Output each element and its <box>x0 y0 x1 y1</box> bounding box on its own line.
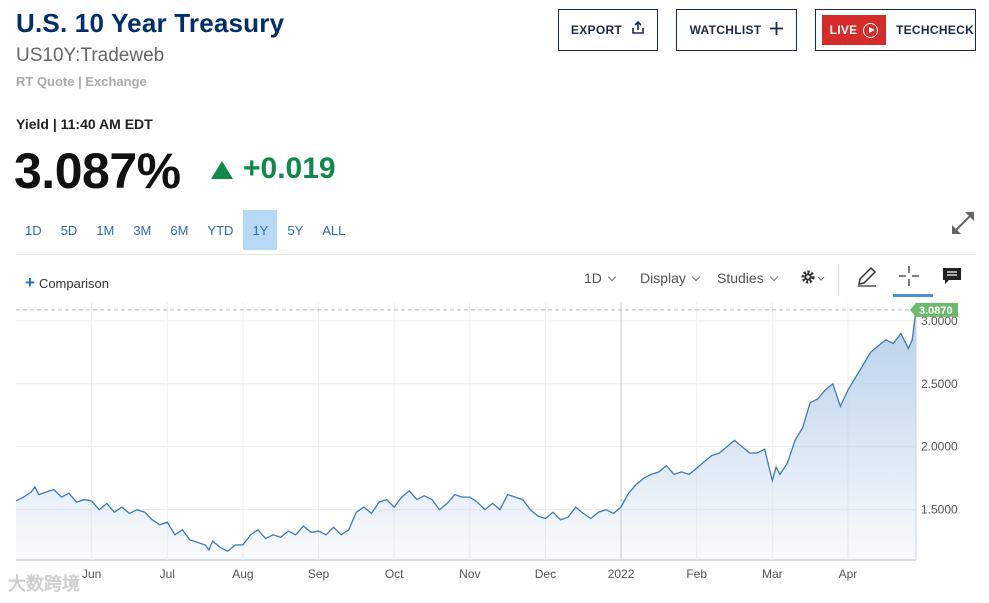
page-title: U.S. 10 Year Treasury <box>16 8 285 38</box>
x-tick-label: Jul <box>160 567 175 581</box>
live-label: LIVE <box>829 23 858 37</box>
x-tick-label: Apr <box>839 567 858 581</box>
range-selector: 1D 5D 1M 3M 6M YTD 1Y 5Y ALL <box>16 210 355 250</box>
range-all[interactable]: ALL <box>322 222 346 238</box>
gear-icon[interactable] <box>799 267 825 293</box>
y-tick-label: 2.0000 <box>921 440 958 454</box>
x-tick-label: Jun <box>82 567 101 581</box>
range-1d[interactable]: 1D <box>25 222 42 238</box>
range-5y[interactable]: 5Y <box>287 222 304 238</box>
export-label: EXPORT <box>570 23 623 37</box>
x-tick-label: Oct <box>385 567 404 581</box>
x-tick-label: Sep <box>308 567 330 581</box>
range-1y[interactable]: 1Y <box>243 210 278 250</box>
yield-value: 3.087% <box>14 143 181 199</box>
last-value-badge <box>910 302 958 317</box>
x-tick-label: Mar <box>762 567 783 581</box>
quote-source: RT Quote | Exchange <box>16 74 147 89</box>
pencil-icon[interactable] <box>855 264 879 290</box>
studies-dropdown[interactable]: Studies <box>717 270 778 286</box>
range-6m[interactable]: 6M <box>170 222 189 238</box>
last-value-label: 3.0870 <box>919 305 953 317</box>
plus-icon: + <box>25 273 35 292</box>
toolbar-divider <box>16 254 976 255</box>
x-tick-label: Nov <box>459 567 480 581</box>
watermark-text: 大数跨境 <box>8 574 80 594</box>
display-label: Display <box>640 270 686 286</box>
live-techcheck-button[interactable]: LIVE TECHCHECK <box>815 9 976 51</box>
share-icon <box>631 20 645 40</box>
chevron-down-icon <box>769 272 778 282</box>
x-tick-label: 2022 <box>608 567 635 581</box>
export-button[interactable]: EXPORT <box>558 9 658 51</box>
comment-icon[interactable] <box>940 264 964 290</box>
series-line <box>15 309 917 552</box>
interval-label: 1D <box>584 270 602 286</box>
chevron-down-icon <box>691 272 701 282</box>
x-tick-label: Aug <box>232 567 253 581</box>
yield-label: Yield | 11:40 AM EDT <box>16 116 153 132</box>
toolbar-separator <box>838 264 839 296</box>
plus-icon <box>770 20 784 40</box>
comparison-button[interactable]: + Comparison <box>25 273 109 293</box>
watchlist-button[interactable]: WATCHLIST <box>676 9 797 51</box>
crosshair-icon[interactable] <box>897 264 921 290</box>
x-tick-label: Feb <box>686 567 707 581</box>
expand-icon[interactable] <box>949 209 977 237</box>
symbol-label: US10Y:Tradeweb <box>16 45 165 66</box>
y-tick-label: 3.0000 <box>921 314 958 328</box>
chevron-down-icon <box>607 272 617 282</box>
range-3m[interactable]: 3M <box>133 222 152 238</box>
y-tick-label: 2.5000 <box>921 377 958 391</box>
play-icon <box>863 22 879 38</box>
crosshair-active-indicator <box>893 294 933 297</box>
up-arrow-icon <box>211 161 233 179</box>
yield-chart[interactable]: 1.5000 2.0000 2.5000 3.0000 Jun Jul Aug Sep Oct N… <box>0 296 989 586</box>
watchlist-label: WATCHLIST <box>689 23 762 37</box>
live-badge: LIVE <box>822 15 886 45</box>
studies-label: Studies <box>717 270 764 286</box>
display-dropdown[interactable]: Display <box>640 270 701 286</box>
range-5d[interactable]: 5D <box>60 222 78 238</box>
range-ytd[interactable]: YTD <box>207 222 234 238</box>
series-area <box>16 309 916 560</box>
yield-change: +0.019 <box>243 152 336 185</box>
range-1m[interactable]: 1M <box>96 222 115 238</box>
interval-dropdown[interactable]: 1D <box>584 270 617 286</box>
comparison-label: Comparison <box>38 276 110 291</box>
y-tick-label: 1.5000 <box>921 503 958 517</box>
techcheck-label: TECHCHECK <box>896 23 975 37</box>
x-tick-label: Dec <box>535 567 556 581</box>
